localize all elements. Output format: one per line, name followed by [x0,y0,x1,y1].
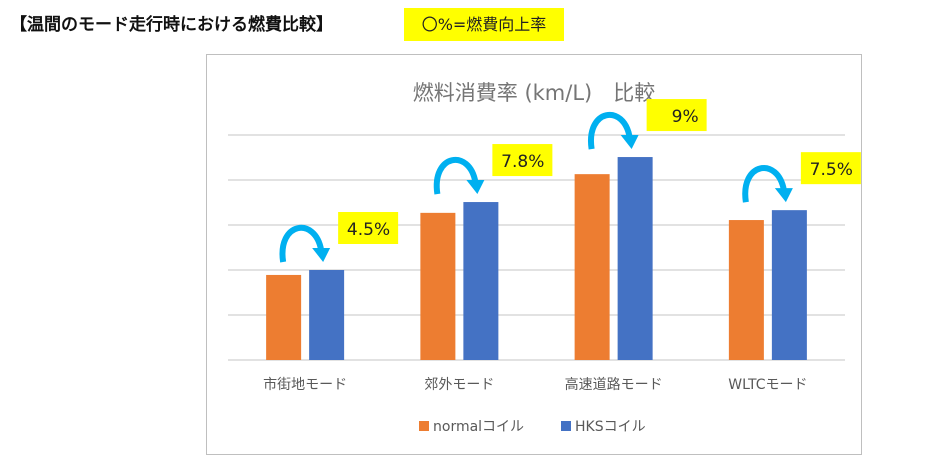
improvement-rate-note: 〇%=燃費向上率 [404,8,564,41]
page-title: 【温間のモード走行時における燃費比較】 [10,15,333,35]
chart-title: 燃料消費率 (km/L) 比較 [413,81,655,105]
improvement-label-bg [646,99,707,132]
category-label: 郊外モード [424,376,494,393]
arrowhead-icon [620,135,639,150]
bar-normal [420,212,456,360]
category-label: 市街地モード [263,376,347,393]
bar-normal [728,220,764,360]
improvement-label: 7.5% [810,160,853,180]
curved-arrow-icon [742,165,787,203]
arrowhead-icon [774,188,793,203]
bar-normal [574,174,610,360]
legend-label-normal: normalコイル [433,419,524,435]
chart-frame [206,54,862,455]
bar-hks [463,202,499,360]
improvement-label-bg [338,212,399,244]
improvement-label: 4.5% [347,220,390,240]
curved-arrow-icon [588,111,633,150]
category-label: 高速道路モード [565,376,663,393]
improvement-label: 7.8% [501,152,544,172]
arrowhead-icon [312,248,331,262]
improvement-label-bg [492,144,553,177]
curved-arrow-icon [433,156,479,195]
category-label: WLTCモード [728,377,807,393]
bar-hks [309,270,345,360]
arrowhead-icon [466,180,485,195]
bar-hks [771,210,807,360]
curved-arrow-icon [279,224,325,263]
legend-label-hks: HKSコイル [575,419,646,435]
improvement-label: 9% [672,107,699,127]
bar-hks [617,157,653,360]
legend-swatch-hks [561,421,571,431]
bar-normal [266,274,302,360]
legend-swatch-normal [419,421,429,431]
improvement-label-bg [800,152,861,185]
